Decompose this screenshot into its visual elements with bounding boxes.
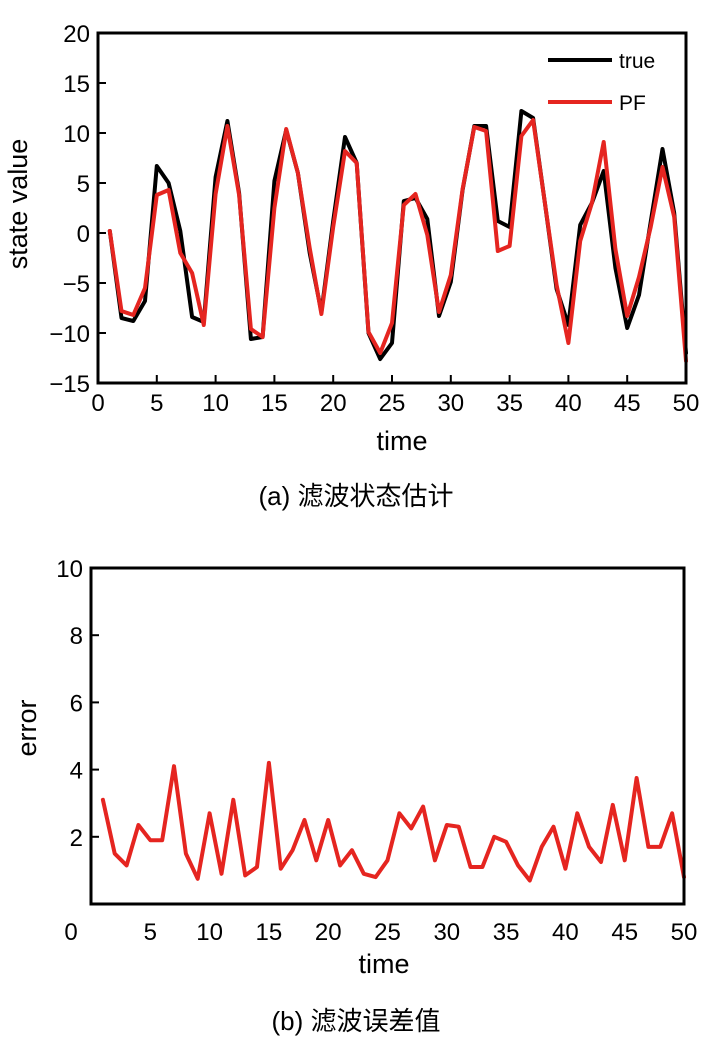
series-line-error-0 — [100, 760, 686, 883]
x-tick-label: 5 — [144, 919, 157, 946]
x-tick-label: 30 — [437, 390, 464, 417]
x-tick-label: 15 — [256, 919, 283, 946]
x-tick-label: 35 — [493, 919, 520, 946]
y-tick-label: 6 — [70, 690, 83, 717]
x-tick-label: 5 — [150, 390, 163, 417]
x-axis-label: time — [358, 949, 409, 979]
x-tick-label: 15 — [261, 390, 288, 417]
legend: true PF — [548, 50, 655, 115]
y-tick-label: 5 — [77, 171, 90, 198]
y-tick-label: −5 — [63, 271, 90, 298]
error-chart: 0 5 10 15 20 25 30 35 40 45 50 2 4 6 8 10 time error (b… — [12, 556, 697, 1036]
y-tick-label: −15 — [49, 371, 90, 398]
y-tick-label: 10 — [63, 121, 90, 148]
y-tick-label: 15 — [63, 71, 90, 98]
legend-label-pf: PF — [619, 92, 646, 115]
x-tick-label: 40 — [555, 390, 582, 417]
x-tick-label: 30 — [433, 919, 460, 946]
y-axis-label: error — [12, 699, 42, 756]
x-tick-label: 0 — [91, 390, 104, 417]
state-estimate-chart: 0 5 10 15 20 25 30 35 40 45 50 −15 −10 −5 0 5 10 15 20 tim… — [3, 21, 699, 511]
y-tick-label: 2 — [70, 825, 83, 852]
x-tick-label: 20 — [320, 390, 347, 417]
x-tick-label: 45 — [614, 390, 641, 417]
x-tick-label: 20 — [315, 919, 342, 946]
x-tick-label: 10 — [202, 390, 229, 417]
x-tick-label: 50 — [673, 390, 700, 417]
caption-b: (b) 滤波误差值 — [271, 1006, 440, 1036]
y-tick-label: 10 — [56, 556, 83, 583]
x-tick-label: 35 — [496, 390, 523, 417]
x-tick-label: 25 — [379, 390, 406, 417]
plot-area-frame — [96, 31, 688, 385]
x-tick-label: 25 — [374, 919, 401, 946]
x-tick-label: 50 — [671, 919, 698, 946]
plot-area-frame — [89, 566, 686, 906]
x-tick-label: 10 — [196, 919, 223, 946]
y-axis-label: state value — [3, 139, 33, 270]
caption-a: (a) 滤波状态估计 — [258, 481, 453, 511]
legend-label-true: true — [619, 50, 655, 73]
series-line-true — [107, 109, 688, 361]
y-tick-label: 4 — [70, 758, 83, 785]
series-line-pf — [107, 118, 688, 363]
y-tick-label: 8 — [70, 623, 83, 650]
x-axis-label: time — [376, 426, 427, 456]
y-tick-label: 20 — [63, 21, 90, 48]
y-tick-label: 0 — [77, 221, 90, 248]
x-tick-label: 45 — [611, 919, 638, 946]
x-tick-label: 40 — [552, 919, 579, 946]
x-tick-label: 0 — [64, 919, 77, 946]
y-tick-label: −10 — [49, 321, 90, 348]
